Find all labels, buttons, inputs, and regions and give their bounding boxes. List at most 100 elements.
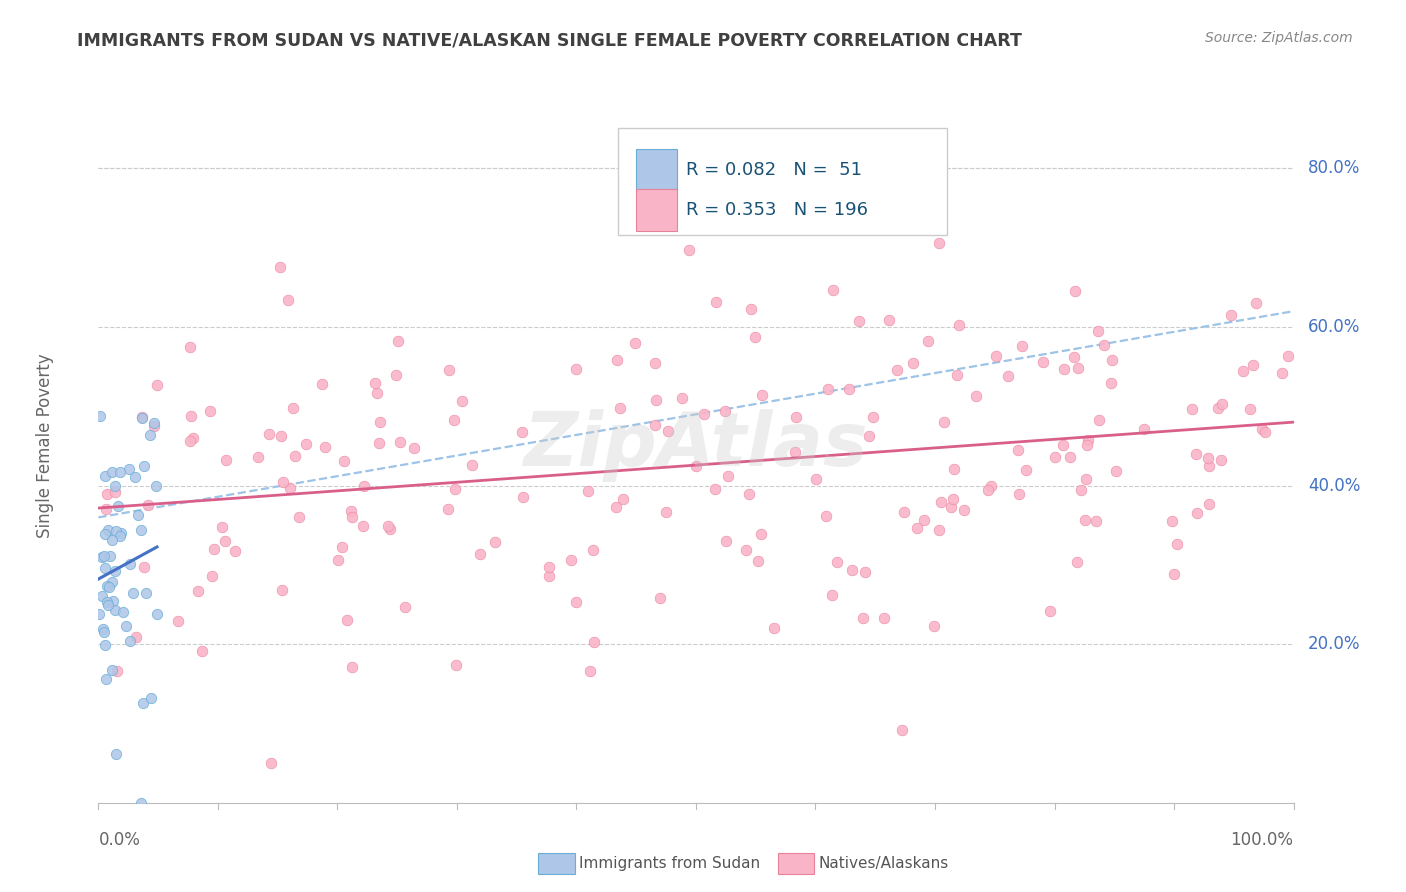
Point xyxy=(132,458,155,473)
Point xyxy=(97,524,120,538)
Point xyxy=(114,619,136,633)
Point xyxy=(104,565,127,579)
Point xyxy=(644,356,666,370)
Point xyxy=(353,479,375,493)
Point xyxy=(108,529,131,543)
Point xyxy=(484,535,506,549)
Point xyxy=(139,691,162,706)
Point xyxy=(93,624,115,639)
Point xyxy=(1209,453,1232,467)
Point xyxy=(142,416,165,430)
Point xyxy=(579,664,602,678)
Point xyxy=(953,503,976,517)
Point xyxy=(352,518,374,533)
Point xyxy=(96,502,118,516)
Point xyxy=(583,635,606,649)
Point xyxy=(929,495,952,509)
Text: 20.0%: 20.0% xyxy=(1308,635,1361,653)
Point xyxy=(104,484,127,499)
Point xyxy=(1053,362,1076,376)
Point xyxy=(394,600,416,615)
Point xyxy=(576,484,599,499)
Point xyxy=(101,575,124,590)
Point xyxy=(224,544,246,558)
Point xyxy=(201,568,224,582)
Point xyxy=(704,483,727,497)
Point xyxy=(124,470,146,484)
Point xyxy=(785,445,807,459)
Point xyxy=(939,500,962,514)
Text: ZipAtlas: ZipAtlas xyxy=(523,409,869,483)
Point xyxy=(744,329,766,343)
Point xyxy=(389,435,412,450)
Point xyxy=(179,340,201,354)
Point xyxy=(655,505,678,519)
Point xyxy=(215,453,238,467)
Point xyxy=(948,318,970,332)
Point xyxy=(187,583,209,598)
Point xyxy=(943,462,966,476)
Point xyxy=(817,382,839,396)
Point xyxy=(131,409,153,424)
Point xyxy=(512,425,534,440)
Point xyxy=(538,569,561,583)
Point xyxy=(366,386,388,401)
Point xyxy=(461,458,484,473)
Point xyxy=(328,553,350,567)
Point xyxy=(1087,324,1109,338)
Point xyxy=(714,534,737,549)
Point xyxy=(101,663,124,677)
Point xyxy=(671,391,693,405)
Point xyxy=(848,314,870,328)
Point xyxy=(97,580,120,594)
Point xyxy=(565,595,588,609)
Point xyxy=(942,491,965,506)
Point xyxy=(118,634,141,648)
Point xyxy=(450,393,472,408)
Point xyxy=(436,502,458,516)
Point xyxy=(257,427,280,442)
Point xyxy=(127,508,149,523)
Point xyxy=(125,631,148,645)
Point xyxy=(1241,358,1264,372)
Point xyxy=(873,610,896,624)
Point xyxy=(751,388,773,402)
Point xyxy=(91,622,114,636)
Point xyxy=(714,404,737,418)
Point xyxy=(277,293,299,308)
Point xyxy=(89,409,111,423)
Point xyxy=(1187,506,1209,520)
Point xyxy=(278,481,301,495)
Point xyxy=(94,638,117,652)
Text: 100.0%: 100.0% xyxy=(1230,831,1294,849)
Point xyxy=(1198,458,1220,473)
Point xyxy=(704,295,727,310)
Point xyxy=(1015,463,1038,477)
Point xyxy=(118,462,141,476)
Point xyxy=(862,410,884,425)
Point xyxy=(763,621,786,635)
Point xyxy=(378,522,401,536)
Point xyxy=(104,479,127,493)
Point xyxy=(893,504,915,518)
Point xyxy=(111,605,134,619)
Point xyxy=(271,583,294,598)
Point xyxy=(96,595,118,609)
Point xyxy=(644,418,666,433)
Point xyxy=(1066,555,1088,569)
Point xyxy=(1007,443,1029,458)
Text: 60.0%: 60.0% xyxy=(1308,318,1360,336)
Text: Immigrants from Sudan: Immigrants from Sudan xyxy=(579,856,761,871)
Point xyxy=(1063,350,1085,364)
Point xyxy=(1059,450,1081,464)
Point xyxy=(103,594,125,608)
Point xyxy=(129,523,152,537)
Point xyxy=(1271,367,1294,381)
Point xyxy=(377,518,399,533)
Point xyxy=(314,440,336,454)
Point xyxy=(105,747,128,761)
Point xyxy=(717,469,740,483)
Point xyxy=(685,459,707,474)
Point xyxy=(1092,338,1115,352)
Point xyxy=(1211,397,1233,411)
